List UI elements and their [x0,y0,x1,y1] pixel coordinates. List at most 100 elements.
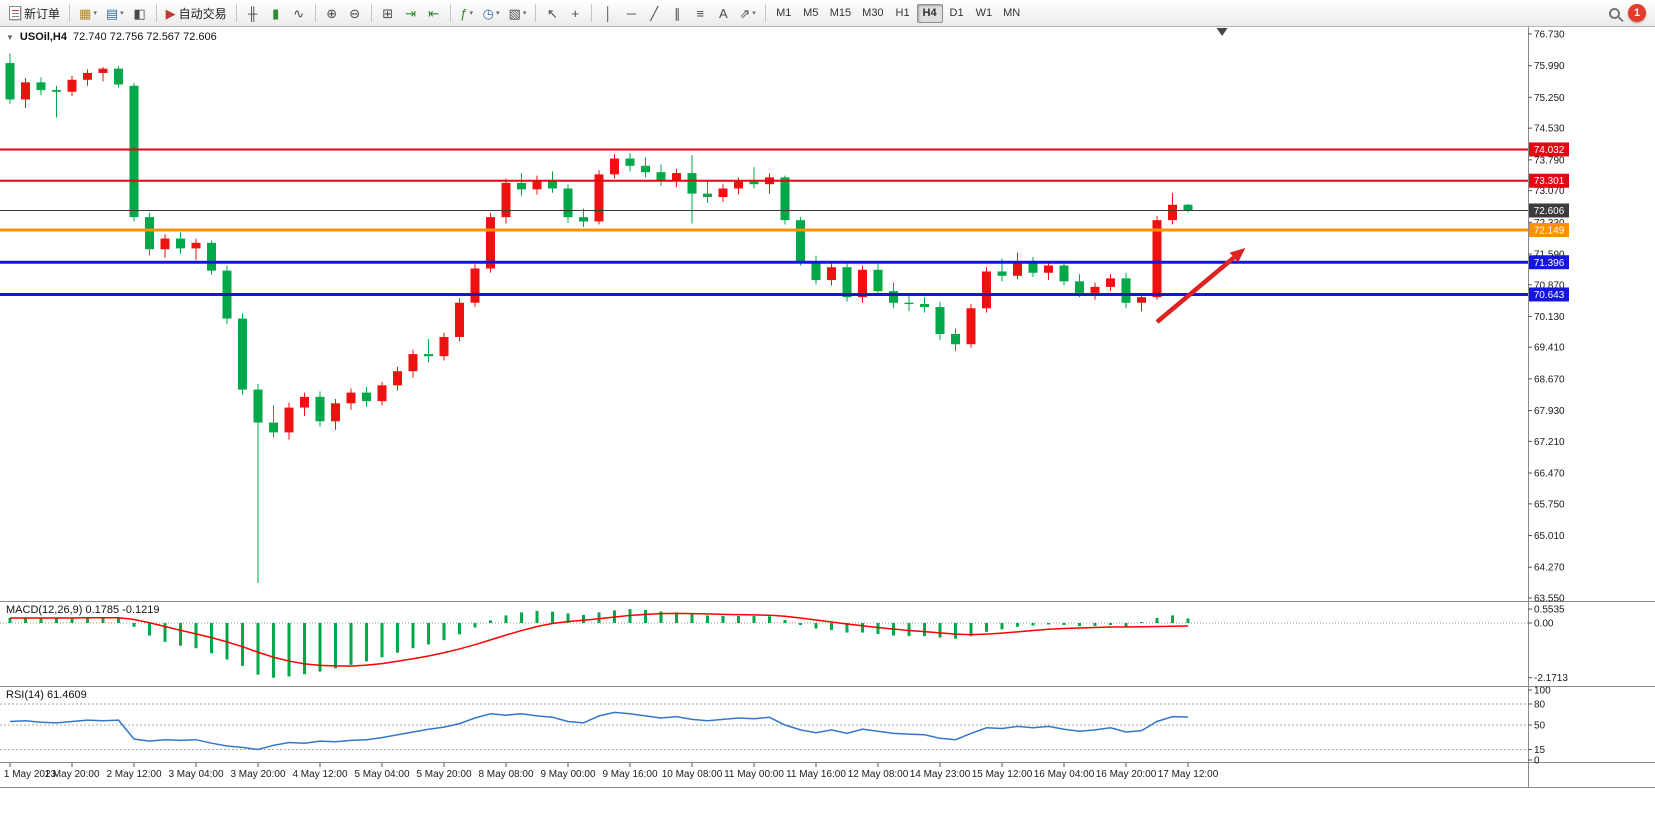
chart-shift-icon: ⇤ [428,5,440,21]
profiles-button[interactable]: ▤ ▾ [102,3,128,24]
shift-marker-icon[interactable] [1216,28,1228,36]
svg-text:80: 80 [1534,700,1546,711]
arrows-tool-button[interactable]: ⇗ ▾ [735,3,759,24]
horizontal-line-button[interactable]: ─ [620,3,642,24]
svg-text:70.870: 70.870 [1534,280,1565,291]
timeframe-mn[interactable]: MN [1003,7,1021,19]
dropdown-caret-icon: ▾ [120,10,124,17]
search-icon[interactable] [1609,7,1620,19]
zoom-in-icon: ⊕ [326,5,338,21]
chart-window[interactable]: 76.73075.99075.25074.53073.79073.07072.3… [0,27,1655,830]
svg-text:2 May 12:00: 2 May 12:00 [106,769,161,780]
toolbar-separator [591,4,593,22]
timeframe-m5[interactable]: M5 [803,7,819,19]
data-window-button[interactable]: ◧ [129,3,151,24]
tile-windows-button[interactable]: ⊞ [377,3,399,24]
new-chart-button[interactable]: ▦ ▾ [75,3,101,24]
timeframe-m30[interactable]: M30 [862,7,884,19]
timeframe-d1[interactable]: D1 [949,7,964,19]
notification-badge[interactable]: 1 [1628,4,1646,22]
channel-button[interactable]: ∥ [666,3,688,24]
periods-button[interactable]: ◷ ▾ [479,3,504,24]
chart-shift-button[interactable]: ⇤ [423,3,445,24]
arrows-tool-icon: ⇗ [739,5,751,21]
line-chart-button[interactable]: ∿ [288,3,310,24]
new-order-button[interactable]: 新订单 [5,3,64,24]
svg-text:64.270: 64.270 [1534,563,1565,574]
data-window-icon: ◧ [133,5,146,21]
dropdown-caret-icon: ▾ [522,10,527,17]
timeframe-w1[interactable]: W1 [975,7,993,19]
svg-text:15: 15 [1534,745,1546,756]
svg-text:1 May 20:00: 1 May 20:00 [44,769,99,780]
vertical-line-icon: │ [604,5,613,21]
price-tag-73.301: 73.301 [1529,173,1569,188]
price-tag-74.032: 74.032 [1529,142,1569,157]
indicators-button[interactable]: ƒ ▾ [456,3,478,24]
svg-text:74.032: 74.032 [1534,145,1565,156]
auto-trading-button[interactable]: ▶ 自动交易 [162,3,231,24]
auto-scroll-icon: ⇥ [405,5,417,21]
svg-text:73.301: 73.301 [1534,176,1565,187]
svg-text:0: 0 [1534,756,1540,767]
templates-button[interactable]: ▧ ▾ [505,3,531,24]
price-tag-70.643: 70.643 [1529,287,1569,302]
auto-trading-label: 自动交易 [178,6,227,21]
new-order-label: 新订单 [24,6,61,21]
svg-text:17 May 12:00: 17 May 12:00 [1158,769,1219,780]
horizontal-lines[interactable] [0,148,1528,296]
fibonacci-icon: ≡ [696,5,705,21]
toolbar-separator [69,4,71,22]
auto-trading-icon: ▶ [165,5,176,21]
trendline-button[interactable]: ╱ [643,3,665,24]
zoom-in-button[interactable]: ⊕ [321,3,343,24]
toolbar-right-group: 1 [1609,4,1650,22]
indicators-icon: ƒ [460,5,468,21]
svg-text:72.606: 72.606 [1534,206,1565,217]
macd-signal-line [10,612,1189,667]
bar-chart-icon: ╫ [248,5,258,21]
price-tag-72.149: 72.149 [1529,223,1569,238]
cursor-button[interactable]: ↖ [541,3,563,24]
timeframe-m1[interactable]: M1 [776,7,792,19]
svg-text:73.790: 73.790 [1534,155,1565,166]
toolbar-separator [155,4,157,22]
toolbar-separator [370,4,372,22]
horizontal-line-icon: ─ [626,5,636,21]
timeframe-h1[interactable]: H1 [895,7,910,19]
timeframe-h4[interactable]: H4 [916,3,943,23]
candlestick-chart-button[interactable]: ▮ [265,3,287,24]
svg-text:71.590: 71.590 [1534,249,1565,260]
trend-arrow[interactable] [1155,247,1246,324]
svg-text:70.643: 70.643 [1534,290,1565,301]
svg-text:12 May 08:00: 12 May 08:00 [848,769,909,780]
new-order-icon [9,6,21,20]
price-axis[interactable]: 76.73075.99075.25074.53073.79073.07072.3… [1528,30,1569,767]
svg-text:15 May 12:00: 15 May 12:00 [972,769,1033,780]
svg-text:75.250: 75.250 [1534,93,1565,104]
candles-layer[interactable] [5,53,1193,584]
toolbar-separator [764,4,766,22]
auto-scroll-button[interactable]: ⇥ [400,3,422,24]
crosshair-button[interactable]: + [564,3,586,24]
timeframe-m15[interactable]: M15 [829,7,852,19]
svg-text:72.149: 72.149 [1534,226,1565,237]
tile-windows-icon: ⊞ [382,5,394,21]
zoom-out-button[interactable]: ⊖ [344,3,366,24]
fibonacci-button[interactable]: ≡ [689,3,711,24]
svg-text:73.070: 73.070 [1534,186,1565,197]
text-tool-button[interactable]: A [712,3,734,24]
svg-text:3 May 20:00: 3 May 20:00 [230,769,285,780]
svg-text:9 May 00:00: 9 May 00:00 [540,769,595,780]
svg-text:100: 100 [1534,686,1551,697]
price-tag-71.396: 71.396 [1529,255,1569,270]
svg-text:5 May 20:00: 5 May 20:00 [416,769,471,780]
svg-text:76.730: 76.730 [1534,30,1565,41]
svg-text:14 May 23:00: 14 May 23:00 [910,769,971,780]
vertical-line-button[interactable]: │ [597,3,619,24]
bar-chart-button[interactable]: ╫ [242,3,264,24]
chart-canvas[interactable]: 76.73075.99075.25074.53073.79073.07072.3… [0,27,1655,830]
text-tool-icon: A [718,5,728,21]
new-chart-icon: ▦ [79,5,92,21]
